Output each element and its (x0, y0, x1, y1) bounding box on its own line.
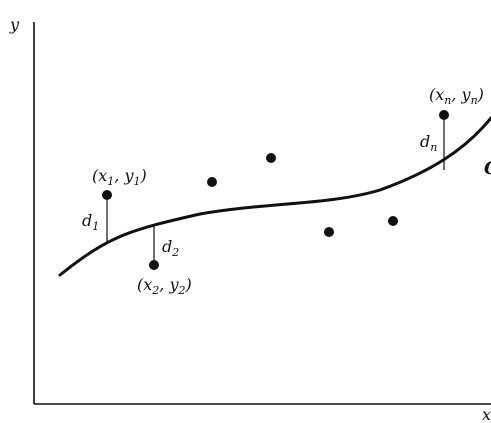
label-d2: d2 (162, 237, 179, 259)
x-axis-label: x (482, 405, 491, 423)
curve-label: C (484, 158, 491, 179)
data-point-n (439, 110, 449, 120)
curve-c (58, 116, 491, 277)
data-point-3 (207, 177, 217, 187)
label-point-n: (xn, yn) (429, 85, 484, 107)
data-point-4 (266, 153, 276, 163)
data-point-2 (149, 260, 159, 270)
label-d1: d1 (82, 211, 99, 233)
label-dn: dn (420, 132, 437, 154)
label-point-1: (x1, y1) (92, 166, 147, 188)
label-point-2: (x2, y2) (137, 275, 192, 297)
data-point-1 (102, 190, 112, 200)
data-point-6 (388, 216, 398, 226)
y-axis-label: y (9, 15, 20, 34)
data-point-5 (324, 227, 334, 237)
